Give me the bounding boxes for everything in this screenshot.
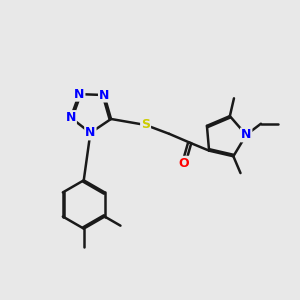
Text: N: N	[74, 88, 84, 100]
Text: N: N	[65, 111, 76, 124]
Text: O: O	[178, 157, 189, 170]
Text: S: S	[141, 118, 150, 131]
Text: N: N	[85, 126, 96, 140]
Text: N: N	[241, 128, 251, 141]
Text: N: N	[99, 88, 110, 101]
